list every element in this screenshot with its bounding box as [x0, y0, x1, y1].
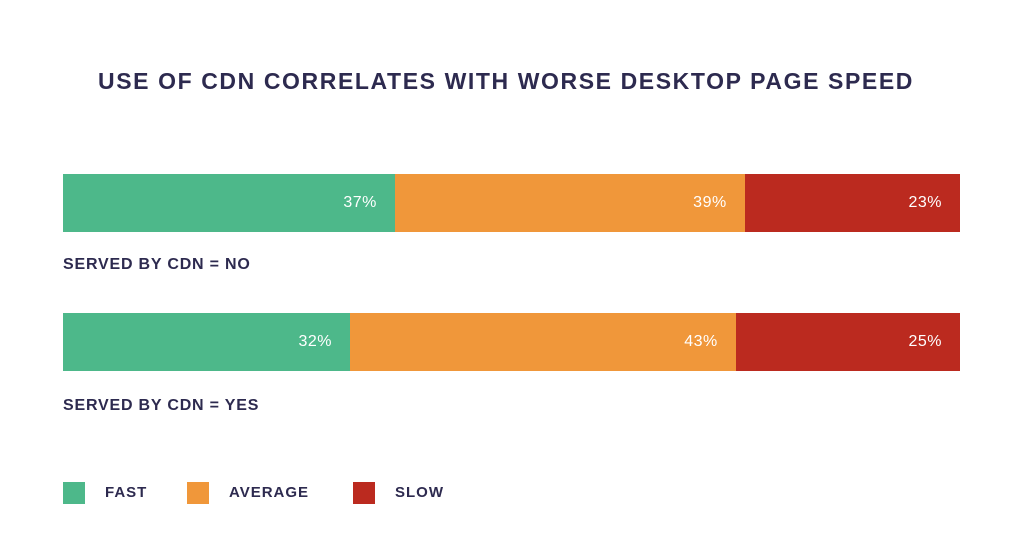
data-label: 43%	[684, 333, 718, 350]
category-label: SERVED BY CDN = NO	[63, 256, 251, 273]
data-label: 25%	[908, 333, 942, 350]
legend-label: SLOW	[395, 484, 444, 501]
category-label: SERVED BY CDN = YES	[63, 397, 260, 414]
legend-swatch	[187, 482, 209, 504]
legend-label: AVERAGE	[229, 484, 310, 501]
bar-segment-slow: 25%	[735, 313, 960, 371]
stacked-bar-served-by-cdn-yes: 32% 43% 25%	[63, 313, 960, 371]
data-label: 39%	[693, 194, 727, 211]
bar-segment-fast: 32%	[63, 313, 351, 371]
data-label: 37%	[343, 194, 377, 211]
bar-segment-slow: 23%	[744, 174, 960, 232]
legend-label: FAST	[105, 484, 148, 501]
data-label: 23%	[908, 194, 942, 211]
bar-segment-average: 43%	[350, 313, 736, 371]
legend-swatch	[353, 482, 375, 504]
bar-segment-average: 39%	[394, 174, 745, 232]
legend-swatch	[63, 482, 85, 504]
bar-segment-fast: 37%	[63, 174, 395, 232]
stacked-bar-served-by-cdn-no: 37% 39% 23%	[63, 174, 960, 232]
chart-title: USE OF CDN CORRELATES WITH WORSE DESKTOP…	[98, 68, 914, 94]
data-label: 32%	[298, 333, 333, 350]
